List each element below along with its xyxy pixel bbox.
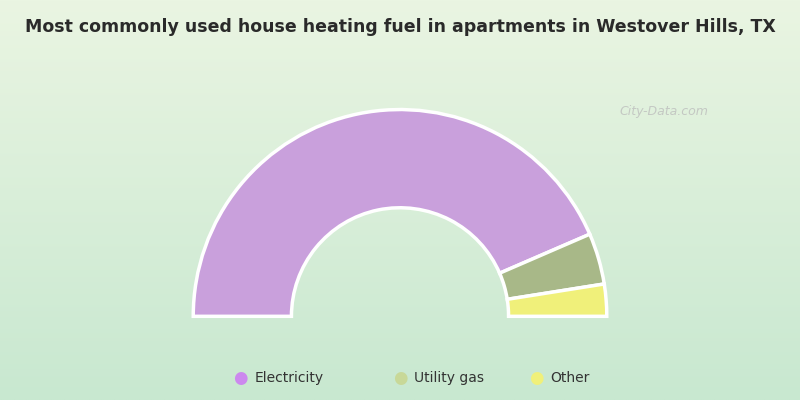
Text: ●: ● (393, 369, 407, 387)
Wedge shape (500, 234, 604, 299)
Text: Utility gas: Utility gas (414, 371, 485, 385)
Text: Other: Other (550, 371, 590, 385)
Wedge shape (507, 284, 606, 316)
Text: Most commonly used house heating fuel in apartments in Westover Hills, TX: Most commonly used house heating fuel in… (25, 18, 775, 36)
Wedge shape (194, 110, 590, 316)
Text: ●: ● (529, 369, 543, 387)
Text: ●: ● (233, 369, 247, 387)
Text: City-Data.com: City-Data.com (619, 106, 709, 118)
Text: Electricity: Electricity (254, 371, 323, 385)
